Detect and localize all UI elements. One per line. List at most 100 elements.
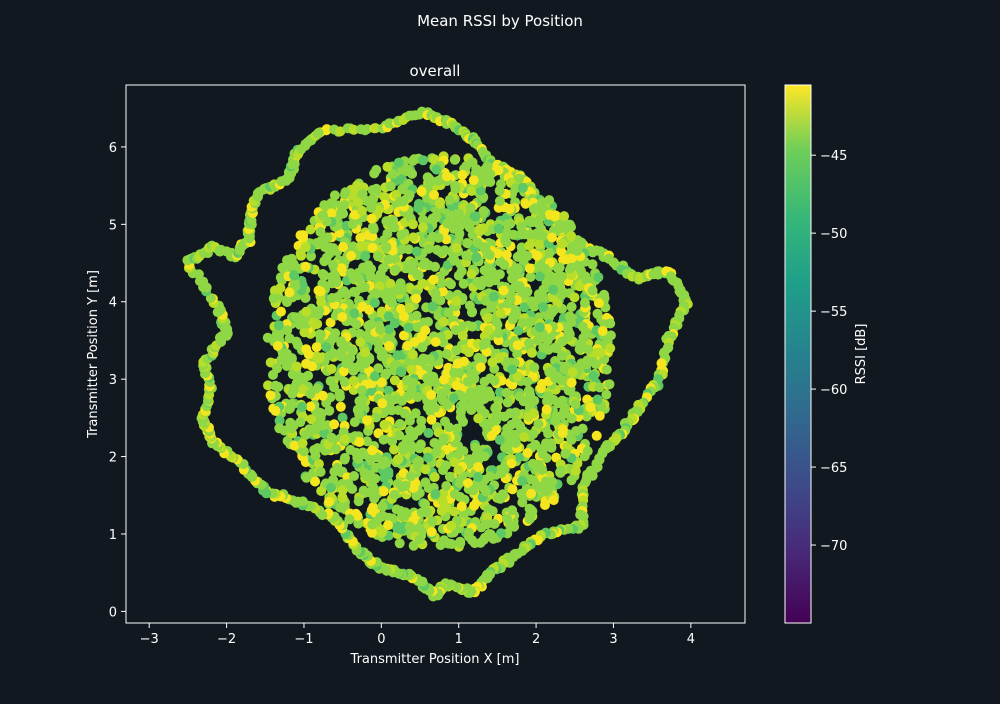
y-tick-label: 4 [109,296,117,311]
scatter-point [525,504,535,514]
scatter-point [495,196,505,206]
scatter-point [329,467,339,477]
scatter-point [352,320,362,330]
colorbar-tick-label: −60 [820,383,847,398]
scatter-point [335,392,345,402]
scatter-point [357,206,367,216]
scatter-point [395,197,405,207]
scatter-point [437,506,447,516]
scatter-point [591,359,601,369]
scatter-point [369,486,379,496]
scatter-point [337,347,347,357]
scatter-point [567,378,577,388]
scatter-point [463,377,473,387]
scatter-point [306,402,316,412]
scatter-point [479,242,489,252]
scatter-point [324,497,334,507]
scatter-point [559,211,569,221]
scatter-point [560,449,570,459]
scatter-point [318,210,328,220]
scatter-point [414,456,424,466]
scatter-point [446,279,456,289]
scatter-point [354,396,364,406]
scatter-point [515,391,525,401]
scatter-point [550,416,560,426]
scatter-point [453,465,463,475]
scatter-point [395,538,405,548]
scatter-point [393,455,403,465]
scatter-point [431,447,441,457]
scatter-point [456,407,466,417]
scatter-point [557,239,567,249]
scatter-point [518,183,528,193]
scatter-point [316,297,326,307]
scatter-point [531,203,541,213]
scatter-point [455,537,465,547]
scatter-point [289,271,299,281]
scatter-point [490,376,500,386]
scatter-point [272,363,282,373]
scatter-point [405,426,415,436]
scatter-point [292,378,302,388]
scatter-point [444,422,454,432]
scatter-point [296,230,306,240]
scatter-point [368,185,378,195]
scatter-point [467,322,477,332]
scatter-point [483,313,493,323]
scatter-point [549,395,559,405]
scatter-point [588,286,598,296]
scatter-point [318,421,328,431]
scatter-point [384,311,394,321]
scatter-point [534,460,544,470]
scatter-point [445,195,455,205]
scatter-point [413,270,423,280]
scatter-point [542,405,552,415]
scatter-point [566,264,576,274]
scatter-point [468,485,478,495]
scatter-point [570,292,580,302]
scatter-point [425,354,435,364]
scatter-point [375,512,385,522]
scatter-point [596,348,606,358]
scatter-point [380,420,390,430]
scatter-point [503,398,513,408]
scatter-point [451,243,461,253]
scatter-point [442,349,452,359]
scatter-point [384,254,394,264]
scatter-point [458,331,468,341]
scatter-point [396,366,406,376]
scatter-point [507,505,517,515]
scatter-point [571,466,581,476]
colorbar-tick-label: −50 [820,227,847,242]
scatter-point [485,391,495,401]
x-tick-label: 4 [687,632,695,647]
colorbar-tick-label: −65 [820,461,847,476]
scatter-point [368,194,378,204]
scatter-point [396,230,406,240]
y-axis-label: Transmitter Position Y [m] [86,270,101,439]
scatter-point [512,418,522,428]
scatter-point [451,184,461,194]
scatter-point [370,298,380,308]
scatter-point [436,540,446,550]
scatter-point [458,417,468,427]
scatter-point [439,434,449,444]
scatter-point [495,186,505,196]
scatter-point [386,181,396,191]
scatter-point [315,408,325,418]
scatter-point [473,413,483,423]
scatter-point [538,343,548,353]
scatter-point [314,286,324,296]
scatter-point [535,322,545,332]
scatter-point [291,312,301,322]
scatter-point [507,365,517,375]
scatter-point [338,242,348,252]
scatter-point [304,349,314,359]
scatter-point [525,514,535,524]
scatter-point [476,362,486,372]
scatter-point [547,233,557,243]
scatter-point [588,371,598,381]
scatter-point [426,176,436,186]
scatter-point [431,489,441,499]
